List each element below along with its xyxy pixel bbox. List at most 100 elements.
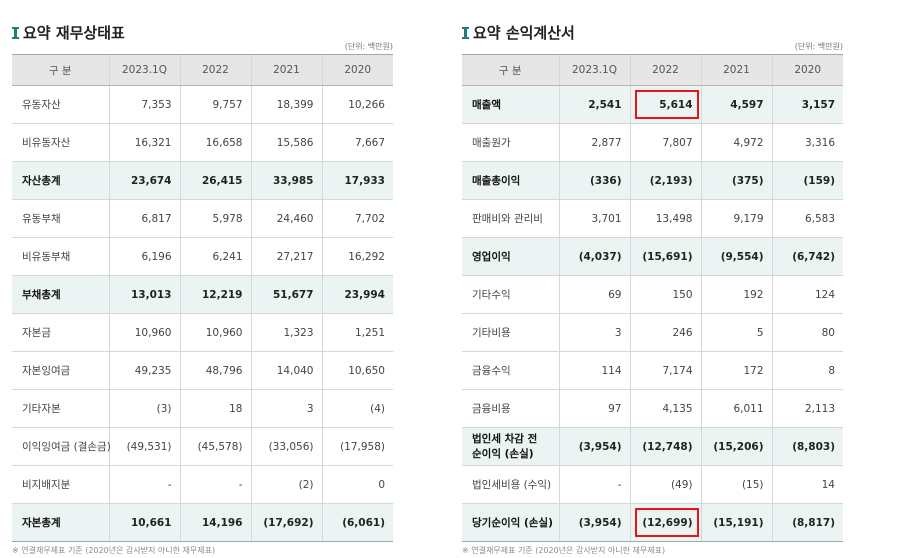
table-row: 비지배지분 - - (2) 0 <box>12 465 393 504</box>
total-row: 매출총이익 (336) (2,193) (375) (159) <box>462 161 843 200</box>
cell-value: (159) <box>771 161 843 200</box>
cell-value: 14,040 <box>250 351 322 390</box>
header-2022: 2022 <box>629 54 701 86</box>
income-unit-note: (단위: 백만원) <box>794 42 843 51</box>
cell-value: 23,994 <box>321 275 393 314</box>
cell-value: 7,353 <box>108 85 180 124</box>
header-2023-1q: 2023.1Q <box>108 54 180 86</box>
cell-value: - <box>558 465 630 504</box>
row-label: 부채총계 <box>12 275 109 314</box>
balance-sheet-title-text: 요약 재무상태표 <box>23 24 125 42</box>
cell-value: (49) <box>629 465 701 504</box>
income-statement-title: 요약 손익계산서 <box>462 22 575 43</box>
cell-value: 97 <box>558 389 630 428</box>
cell-value: 13,013 <box>108 275 180 314</box>
income-statement-title-text: 요약 손익계산서 <box>473 24 575 42</box>
cell-value: (17,958) <box>321 427 393 466</box>
row-label: 자산총계 <box>12 161 109 200</box>
cell-value: 1,323 <box>250 313 322 352</box>
row-label: 금융비용 <box>462 389 559 428</box>
highlighted-cell-net-income-2022: (12,699) <box>629 503 701 542</box>
header-2020: 2020 <box>771 54 843 86</box>
total-row: 자산총계 23,674 26,415 33,985 17,933 <box>12 161 393 200</box>
cell-value: 10,960 <box>108 313 180 352</box>
cell-value: 6,817 <box>108 199 180 238</box>
cell-value: 3,157 <box>771 85 843 124</box>
cell-value: 7,702 <box>321 199 393 238</box>
cell-value: 6,196 <box>108 237 180 276</box>
table-row: 비유동부채 6,196 6,241 27,217 16,292 <box>12 237 393 276</box>
cell-value: 3,701 <box>558 199 630 238</box>
row-label: 매출원가 <box>462 123 559 162</box>
cell-value: 51,677 <box>250 275 322 314</box>
income-statement-table: 구 분 2023.1Q 2022 2021 2020 매출액 2,541 5,6… <box>462 54 843 542</box>
balance-sheet-title: 요약 재무상태표 <box>12 22 125 43</box>
row-label: 당기순이익 (손실) <box>462 503 559 542</box>
row-label: 매출액 <box>462 85 559 124</box>
cell-value: (49,531) <box>108 427 180 466</box>
table-row: 금융수익 114 7,174 172 8 <box>462 351 843 390</box>
header-category: 구 분 <box>12 54 109 86</box>
header-2022: 2022 <box>179 54 251 86</box>
row-label: 비유동자산 <box>12 123 109 162</box>
cell-value: (17,692) <box>250 503 322 542</box>
cell-value: 15,586 <box>250 123 322 162</box>
cell-value: 3 <box>558 313 630 352</box>
cell-value: 16,292 <box>321 237 393 276</box>
cell-value: (45,578) <box>179 427 251 466</box>
cell-value: 10,650 <box>321 351 393 390</box>
cell-value: (336) <box>558 161 630 200</box>
cell-value: (3) <box>108 389 180 428</box>
table-row: 비유동자산 16,321 16,658 15,586 7,667 <box>12 123 393 162</box>
hourglass-bullet-icon <box>12 26 19 39</box>
cell-value: (6,742) <box>771 237 843 276</box>
cell-value: (12,748) <box>629 427 701 466</box>
row-label: 금융수익 <box>462 351 559 390</box>
header-2023-1q: 2023.1Q <box>558 54 630 86</box>
table-row: 자본잉여금 49,235 48,796 14,040 10,650 <box>12 351 393 390</box>
table-row: 법인세비용 (수익) - (49) (15) 14 <box>462 465 843 504</box>
table-row: 금융비용 97 4,135 6,011 2,113 <box>462 389 843 428</box>
cell-value: 6,241 <box>179 237 251 276</box>
hourglass-bullet-icon <box>462 26 469 39</box>
cell-value: 8 <box>771 351 843 390</box>
cell-value: 24,460 <box>250 199 322 238</box>
cell-value: 13,498 <box>629 199 701 238</box>
cell-value: (9,554) <box>700 237 772 276</box>
cell-value: 114 <box>558 351 630 390</box>
cell-value: (15,191) <box>700 503 772 542</box>
cell-value: - <box>179 465 251 504</box>
table-row: 판매비와 관리비 3,701 13,498 9,179 6,583 <box>462 199 843 238</box>
header-2020: 2020 <box>321 54 393 86</box>
table-row: 이익잉여금 (결손금) (49,531) (45,578) (33,056) (… <box>12 427 393 466</box>
table-row: 자본금 10,960 10,960 1,323 1,251 <box>12 313 393 352</box>
cell-value: 6,583 <box>771 199 843 238</box>
row-label: 판매비와 관리비 <box>462 199 559 238</box>
row-label: 자본금 <box>12 313 109 352</box>
cell-value: (3,954) <box>558 427 630 466</box>
cell-value: 18,399 <box>250 85 322 124</box>
row-label: 유동자산 <box>12 85 109 124</box>
cell-value: (33,056) <box>250 427 322 466</box>
cell-value: (375) <box>700 161 772 200</box>
total-row: 자본총계 10,661 14,196 (17,692) (6,061) <box>12 503 393 542</box>
total-row: 당기순이익 (손실) (3,954) (12,699) (15,191) (8,… <box>462 503 843 542</box>
row-label: 매출총이익 <box>462 161 559 200</box>
cell-value: 10,266 <box>321 85 393 124</box>
cell-value: (15,691) <box>629 237 701 276</box>
cell-value: 49,235 <box>108 351 180 390</box>
header-category: 구 분 <box>462 54 559 86</box>
row-label: 유동부채 <box>12 199 109 238</box>
cell-value: 12,219 <box>179 275 251 314</box>
cell-value: 2,113 <box>771 389 843 428</box>
table-row: 유동자산 7,353 9,757 18,399 10,266 <box>12 85 393 124</box>
cell-value: 14 <box>771 465 843 504</box>
cell-value: 7,807 <box>629 123 701 162</box>
total-row: 부채총계 13,013 12,219 51,677 23,994 <box>12 275 393 314</box>
cell-value: 4,972 <box>700 123 772 162</box>
highlighted-cell-revenue-2022: 5,614 <box>629 85 701 124</box>
row-label: 기타비용 <box>462 313 559 352</box>
cell-value: 1,251 <box>321 313 393 352</box>
cell-value: (15) <box>700 465 772 504</box>
cell-value: 33,985 <box>250 161 322 200</box>
